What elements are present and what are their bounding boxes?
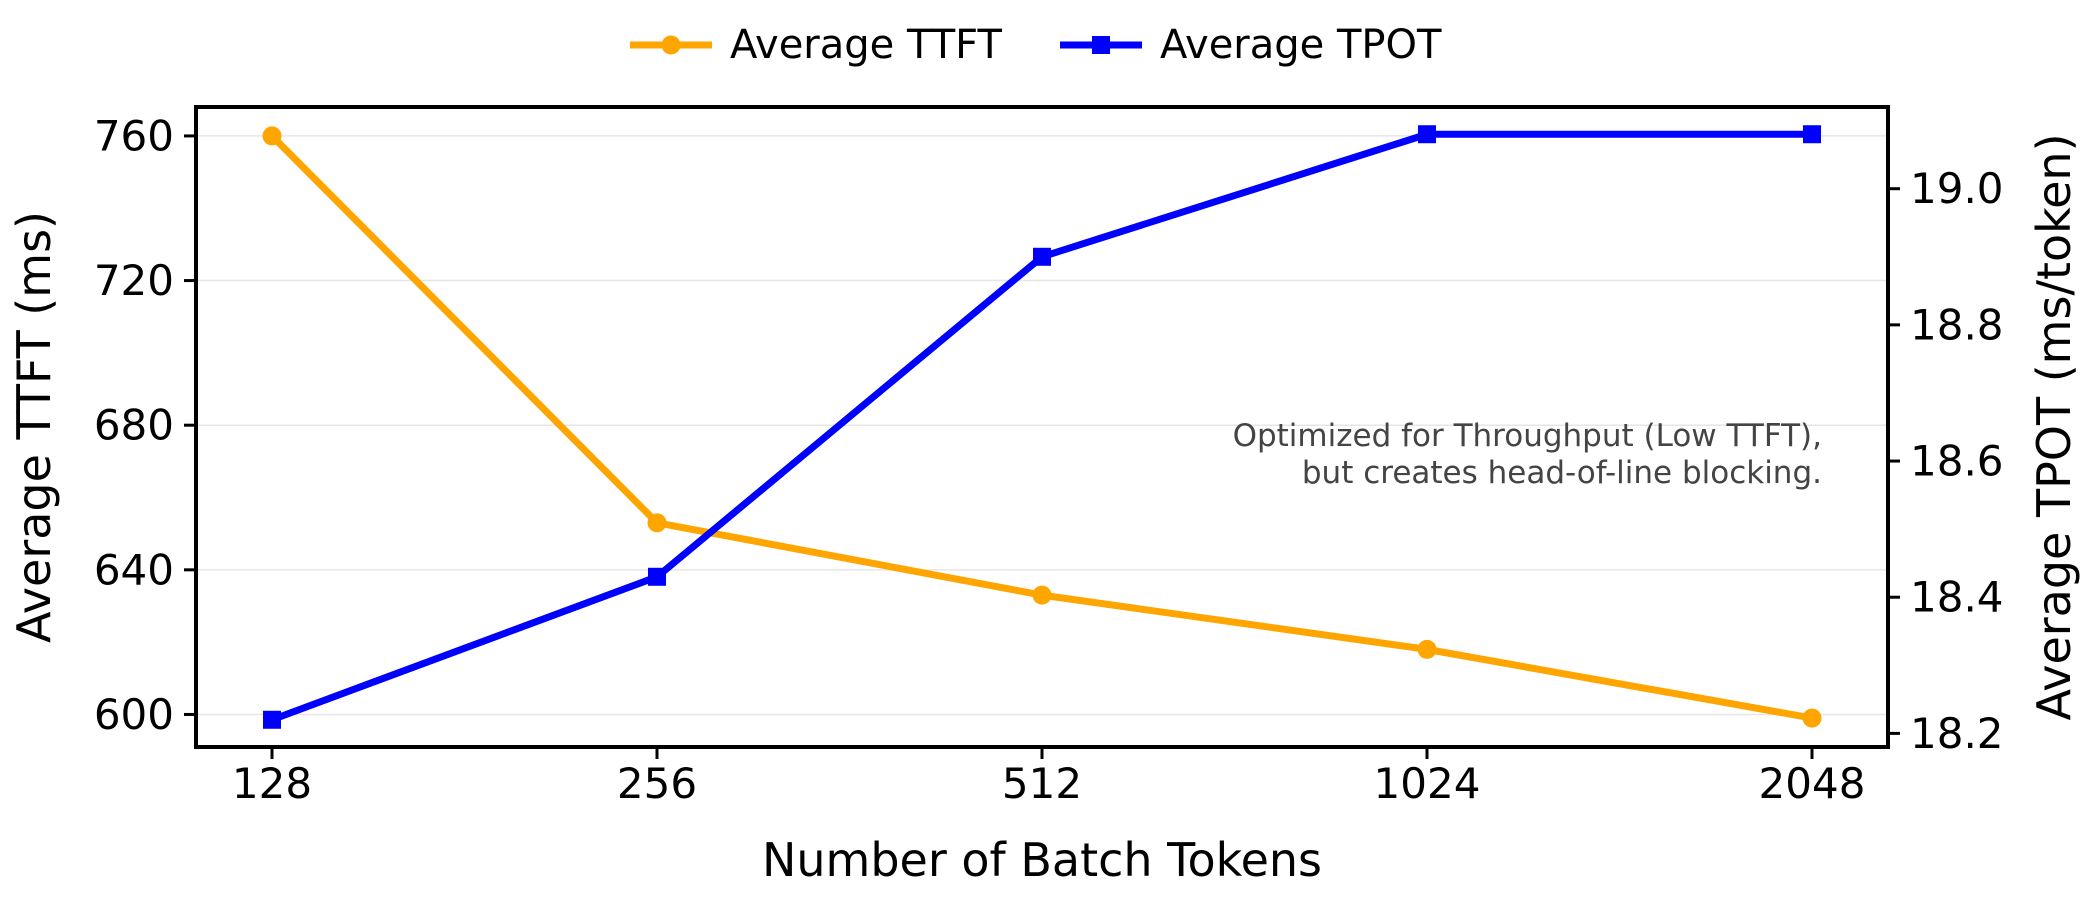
- series-0-marker-2: [1032, 585, 1052, 605]
- right-y-axis-title: Average TPOT (ms/token): [2027, 133, 2081, 720]
- legend-label-0: Average TTFT: [730, 22, 1002, 68]
- x-tick-label-4: 2048: [1759, 759, 1866, 808]
- legend: Average TTFT Average TPOT: [630, 22, 1442, 68]
- series-0-marker-3: [1417, 639, 1437, 659]
- right-tick-label-1: 18.4: [1910, 573, 2004, 622]
- left-y-axis-title: Average TTFT (ms): [7, 211, 61, 643]
- right-tick-label-3: 18.8: [1910, 300, 2004, 349]
- left-tick-label-2: 680: [94, 401, 174, 450]
- annotation: Optimized for Throughput (Low TTFT),but …: [1233, 418, 1822, 491]
- left-tick-label-4: 760: [94, 111, 174, 160]
- series-0-marker-0: [262, 126, 282, 146]
- legend-swatch-marker-1: [1092, 36, 1110, 54]
- right-tick-label-2: 18.6: [1910, 437, 2004, 486]
- series-layer: [262, 125, 1822, 729]
- x-tick-label-0: 128: [232, 759, 312, 808]
- annotation-line-0: Optimized for Throughput (Low TTFT),: [1233, 418, 1822, 454]
- legend-label-1: Average TPOT: [1160, 22, 1442, 68]
- series-0-marker-4: [1802, 708, 1822, 728]
- left-tick-label-0: 600: [94, 690, 174, 739]
- series-1-marker-1: [648, 567, 666, 586]
- legend-swatch-marker-0: [661, 35, 681, 55]
- x-axis-title: Number of Batch Tokens: [762, 833, 1322, 887]
- series-0-marker-1: [647, 513, 667, 533]
- series-1-marker-3: [1418, 125, 1436, 144]
- series-1-marker-2: [1033, 247, 1051, 266]
- left-tick-label-3: 720: [94, 256, 174, 305]
- left-tick-label-1: 640: [94, 545, 174, 594]
- x-tick-label-2: 512: [1002, 759, 1082, 808]
- axes-layer: 600 640 680 720 760 18.2 18.4 18.6 18.8 19.0 128 25…: [7, 111, 2081, 887]
- series-1-marker-0: [263, 710, 281, 729]
- right-tick-label-4: 19.0: [1910, 164, 2004, 213]
- right-tick-label-0: 18.2: [1910, 709, 2004, 758]
- x-tick-label-1: 256: [617, 759, 697, 808]
- x-tick-label-3: 1024: [1374, 759, 1481, 808]
- annotation-line-1: but creates head-of-line blocking.: [1302, 455, 1822, 491]
- grid-lines: [196, 135, 1888, 716]
- series-1-marker-4: [1803, 125, 1821, 144]
